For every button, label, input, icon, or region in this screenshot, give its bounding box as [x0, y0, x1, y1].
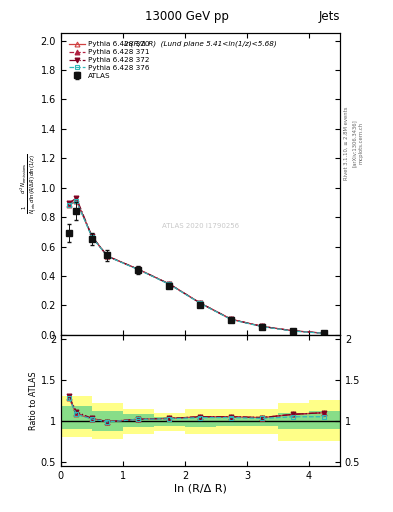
Pythia 6.428 371 — [67, 201, 72, 207]
Text: Jets: Jets — [318, 10, 340, 23]
Pythia 6.428 370 — [67, 202, 72, 208]
Pythia 6.428 371 — [167, 281, 172, 287]
Line: Pythia 6.428 376: Pythia 6.428 376 — [67, 199, 327, 335]
Text: mcplots.cern.ch: mcplots.cern.ch — [359, 122, 364, 164]
Pythia 6.428 376 — [260, 324, 265, 330]
Pythia 6.428 370 — [229, 316, 234, 323]
Pythia 6.428 370 — [105, 253, 110, 259]
Pythia 6.428 376 — [229, 316, 234, 323]
Pythia 6.428 370 — [322, 330, 327, 336]
Pythia 6.428 376 — [74, 198, 79, 204]
Pythia 6.428 371 — [229, 316, 234, 323]
Line: Pythia 6.428 371: Pythia 6.428 371 — [66, 197, 327, 336]
Pythia 6.428 372 — [229, 316, 234, 323]
Pythia 6.428 372 — [322, 330, 327, 336]
Pythia 6.428 376 — [198, 301, 203, 307]
Pythia 6.428 370 — [167, 281, 172, 287]
X-axis label: ln (R/Δ R): ln (R/Δ R) — [174, 483, 227, 494]
Pythia 6.428 372 — [67, 200, 72, 206]
Pythia 6.428 376 — [105, 253, 110, 260]
Y-axis label: Ratio to ATLAS: Ratio to ATLAS — [29, 371, 38, 430]
Pythia 6.428 376 — [136, 267, 141, 273]
Pythia 6.428 371 — [198, 300, 203, 306]
Pythia 6.428 372 — [90, 233, 94, 239]
Pythia 6.428 372 — [74, 195, 79, 201]
Pythia 6.428 370 — [291, 328, 296, 334]
Pythia 6.428 372 — [105, 253, 110, 259]
Text: ln(R/Δ R)  (Lund plane 5.41<ln(1/z)<5.68): ln(R/Δ R) (Lund plane 5.41<ln(1/z)<5.68) — [124, 41, 277, 47]
Text: ATLAS 2020 I1790256: ATLAS 2020 I1790256 — [162, 223, 239, 229]
Pythia 6.428 371 — [74, 197, 79, 203]
Pythia 6.428 371 — [322, 330, 327, 336]
Pythia 6.428 376 — [322, 330, 327, 336]
Pythia 6.428 376 — [67, 202, 72, 208]
Pythia 6.428 370 — [74, 198, 79, 204]
Pythia 6.428 372 — [198, 300, 203, 306]
Text: Rivet 3.1.10, ≥ 2.8M events: Rivet 3.1.10, ≥ 2.8M events — [344, 106, 349, 180]
Pythia 6.428 371 — [90, 234, 94, 240]
Pythia 6.428 370 — [90, 233, 94, 239]
Text: 13000 GeV pp: 13000 GeV pp — [145, 10, 228, 23]
Line: Pythia 6.428 372: Pythia 6.428 372 — [66, 196, 327, 336]
Pythia 6.428 370 — [260, 324, 265, 330]
Pythia 6.428 370 — [136, 266, 141, 272]
Y-axis label: $\frac{1}{N_{\mathrm{jets}}}\frac{d^2 N_{\mathrm{emissions}}}{d\ln(R/\Delta R)\,: $\frac{1}{N_{\mathrm{jets}}}\frac{d^2 N_… — [19, 154, 39, 214]
Pythia 6.428 372 — [136, 266, 141, 272]
Pythia 6.428 371 — [260, 324, 265, 330]
Legend: Pythia 6.428 370, Pythia 6.428 371, Pythia 6.428 372, Pythia 6.428 376, ATLAS: Pythia 6.428 370, Pythia 6.428 371, Pyth… — [67, 40, 151, 80]
Pythia 6.428 376 — [167, 281, 172, 287]
Pythia 6.428 371 — [105, 253, 110, 259]
Pythia 6.428 371 — [136, 266, 141, 272]
Pythia 6.428 372 — [260, 324, 265, 330]
Pythia 6.428 371 — [291, 328, 296, 334]
Pythia 6.428 376 — [90, 234, 94, 240]
Pythia 6.428 372 — [291, 328, 296, 334]
Line: Pythia 6.428 370: Pythia 6.428 370 — [66, 199, 327, 336]
Pythia 6.428 370 — [198, 300, 203, 306]
Pythia 6.428 372 — [167, 281, 172, 287]
Text: [arXiv:1306.3436]: [arXiv:1306.3436] — [352, 119, 357, 167]
Pythia 6.428 376 — [291, 328, 296, 334]
